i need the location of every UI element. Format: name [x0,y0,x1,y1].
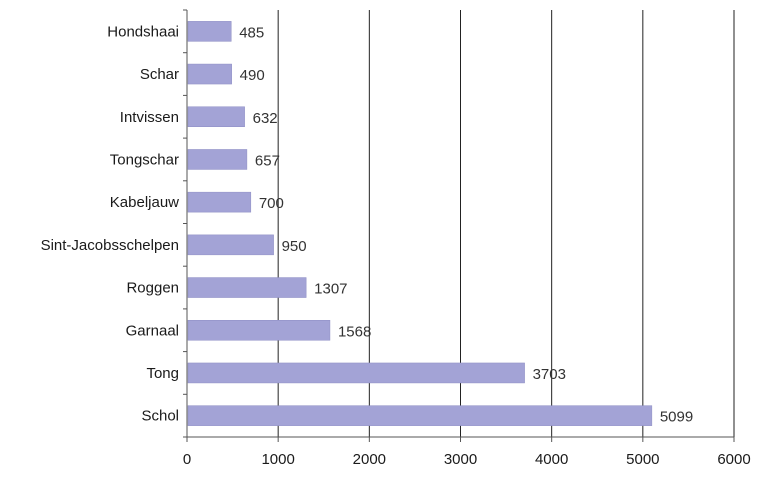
data-label: 490 [240,67,265,84]
labels: Hondshaai 485 Schar 490 Intvissen 632 Tongscha… [41,23,751,468]
category-label: Roggen [126,280,179,297]
bar-intvissen [187,106,245,127]
category-label: Hondshaai [107,23,179,40]
bars [187,21,653,426]
category-label: Schar [140,66,179,83]
x-tick-label: 3000 [444,451,477,468]
data-label: 1307 [314,281,347,298]
x-tick-label: 0 [183,451,191,468]
bar-schar [187,63,232,85]
category-label: Intvissen [120,109,179,126]
bar-kabeljauw [187,191,252,213]
category-label: Tong [146,365,179,382]
bar-garnaal [187,320,331,341]
data-label: 485 [239,24,264,41]
x-tick-label: 6000 [717,451,750,468]
bar-hondshaai [187,21,232,42]
bar-schol [187,405,653,426]
bar-tong [187,362,525,384]
category-label: Tongschar [110,151,179,168]
x-tick-label: 2000 [353,451,386,468]
category-label: Schol [141,408,179,425]
axes [183,9,735,442]
x-tick-label: 4000 [535,451,568,468]
data-label: 1568 [338,323,371,340]
bar-roggen [187,277,307,298]
data-label: 657 [255,152,280,169]
x-tick-label: 1000 [261,451,294,468]
data-label: 700 [259,195,284,212]
data-label: 5099 [660,409,693,426]
data-label: 632 [253,110,278,127]
x-tick-label: 5000 [626,451,659,468]
data-label: 950 [282,238,307,255]
category-label: Sint-Jacobsschelpen [41,237,179,254]
category-label: Kabeljauw [110,194,179,211]
category-label: Garnaal [126,322,179,339]
bar-sint-jacobsschelpen [187,234,274,256]
bar-tongschar [187,149,248,170]
data-label: 3703 [533,366,566,383]
